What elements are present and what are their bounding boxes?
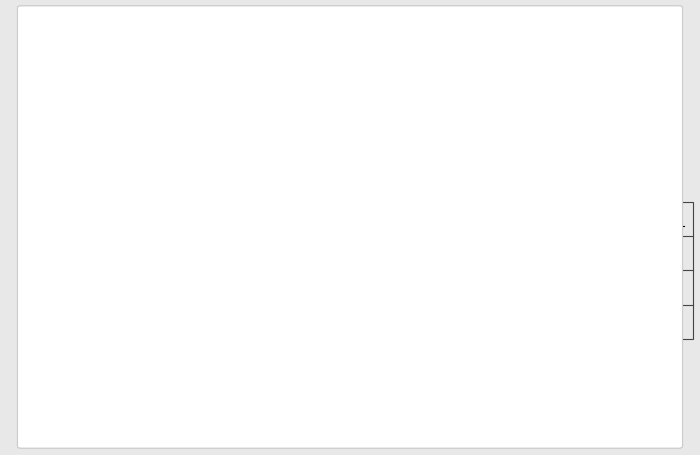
Text: 2.  Indicate if the variance unfavourable or favourable: 2. Indicate if the variance unfavourable…	[80, 388, 442, 401]
Bar	[206, 202, 693, 339]
Text: 14,400 hours: 14,400 hours	[595, 279, 682, 293]
Text: 3.  Comment in the results is requirement: 3. Comment in the results is requirement	[80, 424, 360, 437]
Text: Variable overhead cost per machine-hour: Variable overhead cost per machine-hour	[211, 313, 488, 327]
Text: 21,000 units: 21,000 units	[489, 245, 572, 258]
Text: $34.00: $34.00	[507, 313, 554, 327]
Text: Actual Budgeted Production 21,000 units 24,000 units Machine-hours 13,300 hours : Actual Budgeted Production 21,000 units …	[49, 121, 660, 134]
Text: Actual: Actual	[507, 211, 554, 224]
Text: 13,300 hours: 13,300 hours	[486, 279, 574, 293]
Text: $34.25: $34.25	[615, 313, 662, 327]
Text: Ex6- Russo Corporation manufactured 21,000 air conditioners during November. The: Ex6- Russo Corporation manufactured 21,0…	[49, 32, 615, 45]
Text: Machine-hours: Machine-hours	[211, 279, 309, 293]
Text: Production: Production	[211, 245, 283, 258]
FancyBboxPatch shape	[18, 7, 682, 448]
Text: overhead cost-allocation base is $34.25 per machine-hour. The following variable: overhead cost-allocation base is $34.25 …	[49, 61, 660, 75]
Text: 24,000 units: 24,000 units	[597, 245, 680, 258]
Text: overhead spending variance?: overhead spending variance?	[49, 180, 246, 193]
Text: hours Variable overhead cost per machine-hour: $34.00 $34.25 What is the variabl: hours Variable overhead cost per machine…	[49, 150, 589, 167]
Text: 1.  Determine the variable overhead spending variance: 1. Determine the variable overhead spend…	[80, 353, 451, 366]
Text: data pertain to November:: data pertain to November:	[49, 91, 226, 104]
Text: Budgets: Budgets	[608, 211, 670, 224]
